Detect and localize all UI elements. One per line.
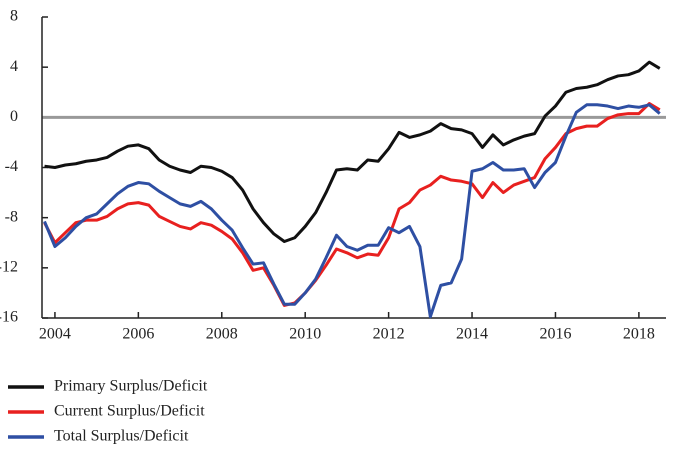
x-tick-label: 2010 (289, 326, 321, 343)
legend-label: Primary Surplus/Deficit (54, 378, 208, 395)
legend-label: Current Surplus/Deficit (54, 403, 205, 420)
y-tick-label: -12 (0, 259, 18, 276)
x-tick-label: 2012 (373, 326, 405, 343)
y-tick-label: 8 (10, 8, 18, 25)
x-tick-label: 2014 (456, 326, 488, 343)
x-tick-label: 2018 (623, 326, 655, 343)
series-line (44, 60, 661, 243)
x-tick-label: 2016 (539, 326, 571, 343)
x-tick-label: 2004 (39, 326, 71, 343)
y-tick-label: -4 (5, 158, 18, 175)
series-line (43, 103, 661, 319)
y-tick-label: -8 (5, 208, 18, 225)
legend-label: Total Surplus/Deficit (54, 428, 189, 445)
y-tick-label: 4 (10, 58, 18, 75)
y-tick-label: 0 (10, 108, 18, 125)
x-tick-label: 2008 (206, 326, 238, 343)
series-line (43, 102, 661, 307)
x-tick-label: 2006 (122, 326, 154, 343)
y-tick-label: -16 (0, 309, 18, 326)
